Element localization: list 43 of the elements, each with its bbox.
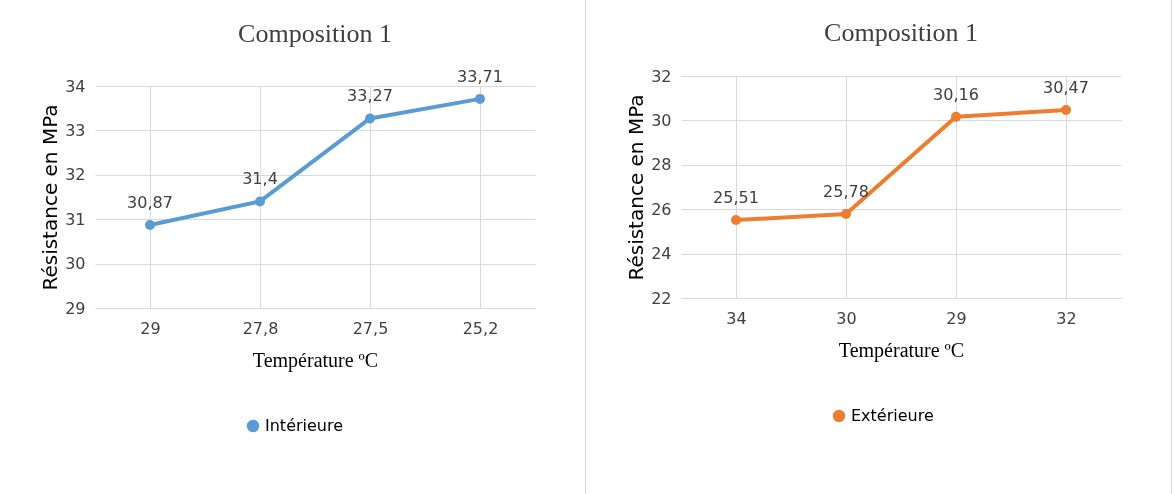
y-tick-label: 30 <box>651 110 672 130</box>
x-tick-label: 32 <box>1056 308 1077 328</box>
x-tick-label: 25,2 <box>462 318 499 338</box>
chart-title: Composition 1 <box>238 18 392 48</box>
point <box>365 113 375 124</box>
x-tick-label: 27,8 <box>242 318 279 338</box>
data-label: 33,27 <box>347 86 393 106</box>
y-tick-label: 30 <box>65 254 86 274</box>
x-tick-label: 30 <box>836 308 857 328</box>
point <box>951 111 961 122</box>
data-label: 30,87 <box>127 192 173 212</box>
data-label: 30,16 <box>933 84 979 104</box>
x-tick-label: 27,5 <box>352 318 389 338</box>
y-tick-label: 32 <box>651 66 672 86</box>
y-tick-label: 31 <box>65 209 86 229</box>
data-label: 30,47 <box>1043 77 1089 97</box>
x-axis-title: Température ºC <box>838 338 965 362</box>
y-tick-label: 24 <box>651 244 672 264</box>
data-label: 25,51 <box>713 188 759 208</box>
x-tick-label: 29 <box>140 318 161 338</box>
y-axis-title: Résistance en MPa <box>624 94 649 281</box>
point <box>1061 104 1071 115</box>
legend-label: Intérieure <box>265 416 344 435</box>
data-label: 31,4 <box>242 169 278 189</box>
data-label: 25,78 <box>823 182 869 202</box>
x-tick-label: 29 <box>946 308 967 328</box>
y-tick-label: 33 <box>65 120 86 140</box>
x-tick-label: 34 <box>726 308 747 328</box>
point <box>731 215 741 226</box>
y-tick-label: 34 <box>65 76 86 96</box>
point <box>475 93 485 104</box>
legend-label: Extérieure <box>851 406 934 425</box>
chart-title: Composition 1 <box>824 18 978 47</box>
y-tick-label: 28 <box>651 155 672 175</box>
point <box>145 219 155 230</box>
x-axis-title: Température ºC <box>252 348 379 372</box>
point <box>841 209 851 220</box>
point <box>255 196 265 207</box>
y-tick-label: 22 <box>651 288 672 308</box>
y-tick-label: 26 <box>651 199 672 219</box>
y-axis-title: Résistance en MPa <box>38 104 63 291</box>
y-tick-label: 32 <box>65 165 86 185</box>
data-label: 33,71 <box>457 66 503 86</box>
